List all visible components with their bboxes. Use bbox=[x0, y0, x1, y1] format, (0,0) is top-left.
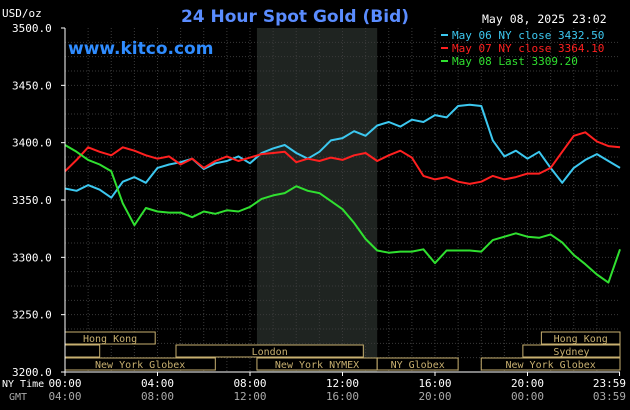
market-sessions: Hong Kong Hong Kong London Sydney New York G… bbox=[64, 331, 621, 371]
session-label: New York Globex bbox=[505, 360, 595, 371]
x-row-label-ny: NY Time bbox=[2, 379, 44, 390]
series-line-1 bbox=[64, 103, 621, 199]
timestamp: May 08, 2025 23:02 bbox=[482, 12, 607, 26]
session-box bbox=[480, 357, 621, 371]
y-tick-label: 3250.0 bbox=[12, 309, 52, 322]
x-tick-label-gmt: 03:59 bbox=[593, 390, 626, 403]
x-tick-label-ny: 12:00 bbox=[326, 377, 359, 390]
chart-title: 24 Hour Spot Gold (Bid) bbox=[181, 7, 409, 27]
session-box bbox=[376, 357, 459, 371]
watermark: www.kitco.com bbox=[68, 39, 213, 59]
x-tick-label-gmt: 20:00 bbox=[418, 390, 451, 403]
x-tick-label-gmt: 00:00 bbox=[511, 390, 544, 403]
x-tick-label-ny: 20:00 bbox=[511, 377, 544, 390]
session-box bbox=[522, 344, 621, 358]
series-lines bbox=[64, 103, 621, 284]
session-box bbox=[175, 344, 364, 358]
x-tick-label-gmt: 04:00 bbox=[48, 390, 81, 403]
series-line-2 bbox=[64, 131, 621, 185]
legend-entry: May 08 Last 3309.20 bbox=[452, 55, 578, 68]
y-tick-label: 3500.0 bbox=[12, 22, 52, 35]
x-tick-label-ny: 08:00 bbox=[233, 377, 266, 390]
x-tick-label-gmt: 16:00 bbox=[326, 390, 359, 403]
y-unit-label: USD/oz bbox=[2, 7, 42, 20]
session-box bbox=[540, 331, 621, 345]
x-row-label-gmt: GMT bbox=[9, 392, 27, 403]
x-tick-label-ny: 16:00 bbox=[418, 377, 451, 390]
y-tick-label: 3400.0 bbox=[12, 137, 52, 150]
x-tick-label-gmt: 08:00 bbox=[141, 390, 174, 403]
x-tick-label-ny: 00:00 bbox=[48, 377, 81, 390]
legend-entry: May 06 NY close 3432.50 bbox=[452, 29, 604, 42]
y-tick-label: 3450.0 bbox=[12, 79, 52, 92]
x-tick-label-ny: 04:00 bbox=[141, 377, 174, 390]
session-box bbox=[64, 344, 101, 358]
y-tick-label: 3350.0 bbox=[12, 194, 52, 207]
session-label: Hong Kong bbox=[83, 334, 137, 345]
session-label: NY Globex bbox=[391, 360, 445, 371]
series-line-3 bbox=[64, 144, 621, 284]
y-tick-label: 3200.0 bbox=[12, 366, 52, 379]
axes: 3500.0 3450.0 3400.0 3350.0 3300.0 3250.0 3200… bbox=[12, 22, 626, 403]
session-label: Sydney bbox=[553, 347, 589, 358]
x-tick-label-gmt: 12:00 bbox=[233, 390, 266, 403]
x-tick-label-ny: 23:59 bbox=[593, 377, 626, 390]
session-label: London bbox=[252, 347, 288, 358]
session-label: New York NYMEX bbox=[275, 360, 359, 371]
session-label: Hong Kong bbox=[554, 334, 608, 345]
legend-entry: May 07 NY close 3364.10 bbox=[452, 42, 604, 55]
y-tick-label: 3300.0 bbox=[12, 251, 52, 264]
session-label: New York Globex bbox=[95, 360, 185, 371]
